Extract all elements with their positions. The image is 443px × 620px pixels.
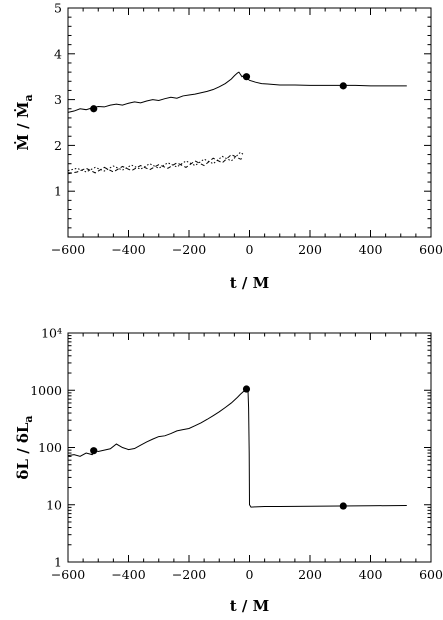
data-marker: [242, 73, 251, 81]
plot-frame: [67, 7, 432, 238]
x-tick-label: 0: [246, 567, 254, 582]
y-axis-label: δL / δLa: [14, 415, 35, 479]
y-axis-label: Ṁ / Ṁa: [14, 94, 35, 150]
x-tick-label: 600: [419, 567, 443, 582]
x-tick-label: 400: [359, 242, 383, 257]
y-tick-label: 10: [46, 497, 62, 512]
y-tick-label: 1000: [30, 383, 62, 398]
y-tick-label: 1: [54, 184, 62, 199]
x-tick-label: −600: [51, 567, 85, 582]
data-marker: [339, 82, 347, 90]
series-line-1: [67, 71, 244, 113]
x-tick-label: 0: [246, 242, 254, 257]
y-tick-label: 100: [38, 440, 62, 455]
x-tick-label: 200: [298, 242, 322, 257]
y-tick-label: 5: [54, 1, 62, 16]
panel-top: −600 −400 −200 0 200 400 600 1 2 3 4 5 t / M Ṁ / Ṁa: [14, 1, 443, 293]
y-tick-label: 10⁴: [41, 326, 62, 341]
x-tick-label: −200: [172, 242, 206, 257]
y-tick-label: 4: [54, 46, 62, 61]
data-marker: [339, 502, 347, 510]
data-marker: [90, 105, 98, 113]
series-line-3: [67, 151, 244, 173]
x-axis-label: t / M: [230, 597, 269, 615]
series-line-2: [246, 77, 407, 87]
panel-bottom: −600 −400 −200 0 200 400 600 1 10 100 1000 10⁴ t / M…: [14, 326, 443, 616]
x-tick-label: −600: [51, 242, 85, 257]
y-tick-label: 1: [54, 555, 62, 570]
x-tick-label: −400: [111, 567, 145, 582]
x-axis-label: t / M: [230, 274, 269, 292]
x-tick-label: 200: [298, 567, 322, 582]
y-tick-label: 3: [54, 92, 62, 107]
series-line-1: [67, 388, 407, 508]
y-tick-label: 2: [54, 138, 62, 153]
series-line-4: [67, 153, 244, 175]
x-tick-label: 400: [359, 567, 383, 582]
x-tick-label: −200: [172, 567, 206, 582]
data-marker: [90, 447, 98, 455]
data-marker: [242, 385, 251, 393]
x-tick-label: −400: [111, 242, 145, 257]
x-tick-label: 600: [419, 242, 443, 257]
